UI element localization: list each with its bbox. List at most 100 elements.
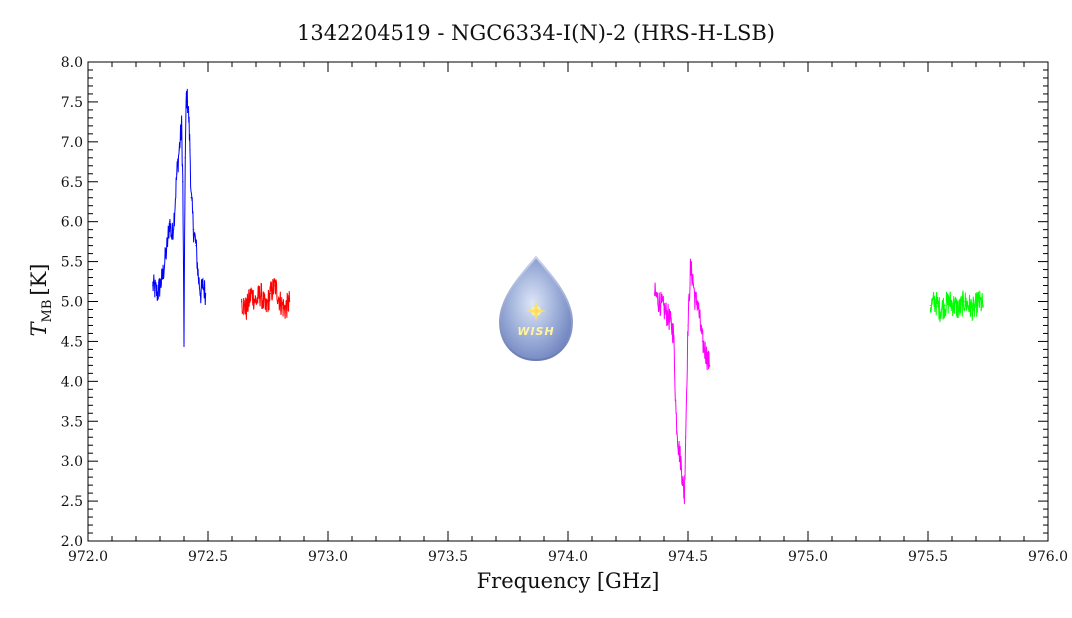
series-0-line <box>152 88 207 347</box>
series-3-point <box>963 300 965 303</box>
series-2-point <box>689 268 692 271</box>
series-2-point <box>683 496 686 498</box>
series-0-point <box>183 340 185 343</box>
series-3-point <box>934 300 936 303</box>
series-0-point <box>189 149 191 151</box>
series-3-point <box>958 308 960 311</box>
chart-title: 1342204519 - NGC6334-I(N)-2 (HRS-H-LSB) <box>297 21 775 45</box>
series-0-point <box>185 93 187 95</box>
y-tick-label: 5.0 <box>61 295 83 311</box>
series-3-point <box>968 304 970 307</box>
series-1-point <box>279 300 281 303</box>
y-tick-label: 6.5 <box>61 175 83 191</box>
y-tick-label: 4.5 <box>61 334 83 350</box>
y-axis-label: TMB [K] <box>27 264 55 337</box>
x-tick-label: 973.5 <box>428 549 468 565</box>
series-0-point <box>152 284 154 287</box>
series-2-point <box>687 324 689 327</box>
series-1-point <box>265 308 267 311</box>
y-tick-label: 6.0 <box>61 215 83 231</box>
ticks-layer <box>87 61 1049 542</box>
series-0-point <box>193 229 195 231</box>
series-2 <box>653 258 711 504</box>
series-0-point <box>190 197 192 199</box>
series-1-point <box>255 300 257 303</box>
series-0-point <box>187 101 189 103</box>
series-1-point <box>250 292 252 295</box>
series-0-point <box>202 284 204 287</box>
series-0-point <box>157 292 159 295</box>
series-3-point <box>977 300 980 303</box>
series-3-point <box>982 304 984 307</box>
series-1-point <box>241 300 243 303</box>
x-tick-label: 976.0 <box>1028 549 1068 565</box>
series-0 <box>152 88 207 347</box>
series-3 <box>929 290 984 323</box>
series-0-point <box>169 221 171 223</box>
series-1-point <box>289 300 291 303</box>
y-tick-label: 8.0 <box>61 55 83 71</box>
star-icon <box>526 301 546 321</box>
series-2-point <box>673 332 675 335</box>
series-0-point <box>197 276 199 279</box>
series-0-point <box>181 125 183 127</box>
series-2-point <box>706 356 708 358</box>
series-0-point <box>176 173 178 175</box>
logo-text: WISH <box>517 325 554 338</box>
series-1-point <box>274 284 276 287</box>
y-axis-subscript: MB <box>40 300 55 323</box>
series-0-point <box>173 213 175 215</box>
x-axis-label: Frequency [GHz] <box>477 569 660 593</box>
x-tick-label: 973.0 <box>308 549 348 565</box>
y-tick-label: 4.0 <box>61 374 83 390</box>
series-2-point <box>658 300 660 303</box>
series-3-point <box>973 308 975 311</box>
y-tick-label: 7.0 <box>61 135 83 151</box>
series-2-point <box>697 300 699 303</box>
x-tick-label: 975.5 <box>908 549 948 565</box>
series-0-point <box>166 245 168 247</box>
series-1-point <box>260 292 262 295</box>
wish-logo: WISH <box>498 255 574 362</box>
series-2-line <box>653 258 711 504</box>
x-tick-label: 972.5 <box>188 549 228 565</box>
series-2-point <box>701 340 704 343</box>
series-3-point <box>944 304 946 307</box>
x-tick-label: 974.0 <box>548 549 588 565</box>
series-2-point <box>663 308 665 311</box>
series-3-point <box>929 304 932 307</box>
series-1 <box>241 277 291 320</box>
series-2-point <box>653 292 656 295</box>
series-1-line <box>241 277 291 320</box>
series-2-point <box>685 436 687 438</box>
y-tick-labels: 2.0 2.5 3.0 3.5 4.0 4.5 5.0 5.5 6.0 6.5 7.0 7.5 8.0 <box>61 55 83 550</box>
y-tick-label: 3.0 <box>61 454 83 470</box>
series-2-point <box>694 300 696 303</box>
series-layer <box>152 88 984 504</box>
series-2-point <box>680 460 682 462</box>
x-tick-labels: 972.0 972.5 973.0 973.5 974.0 974.5 975.0 975.5… <box>68 549 1068 565</box>
series-0-point <box>195 245 197 247</box>
y-tick-label: 7.5 <box>61 95 83 111</box>
series-1-point <box>269 292 271 295</box>
series-0-point <box>188 117 190 119</box>
plot-frame <box>87 61 1049 542</box>
y-tick-label: 5.5 <box>61 255 83 271</box>
series-2-point <box>709 364 711 366</box>
series-1-point <box>245 308 247 311</box>
y-axis-unit: [K] <box>27 264 51 296</box>
series-0-point <box>200 292 202 295</box>
series-1-point <box>284 308 286 311</box>
x-tick-label: 974.5 <box>668 549 708 565</box>
series-0-point <box>184 157 186 159</box>
y-tick-label: 2.0 <box>61 534 83 550</box>
series-0-point <box>178 149 180 151</box>
series-3-line <box>929 290 984 323</box>
series-2-point <box>668 316 670 319</box>
series-3-point <box>939 308 941 311</box>
y-tick-label: 2.5 <box>61 494 83 510</box>
series-2-point <box>682 484 684 486</box>
series-0-point <box>205 292 207 295</box>
series-0-point <box>182 181 184 183</box>
